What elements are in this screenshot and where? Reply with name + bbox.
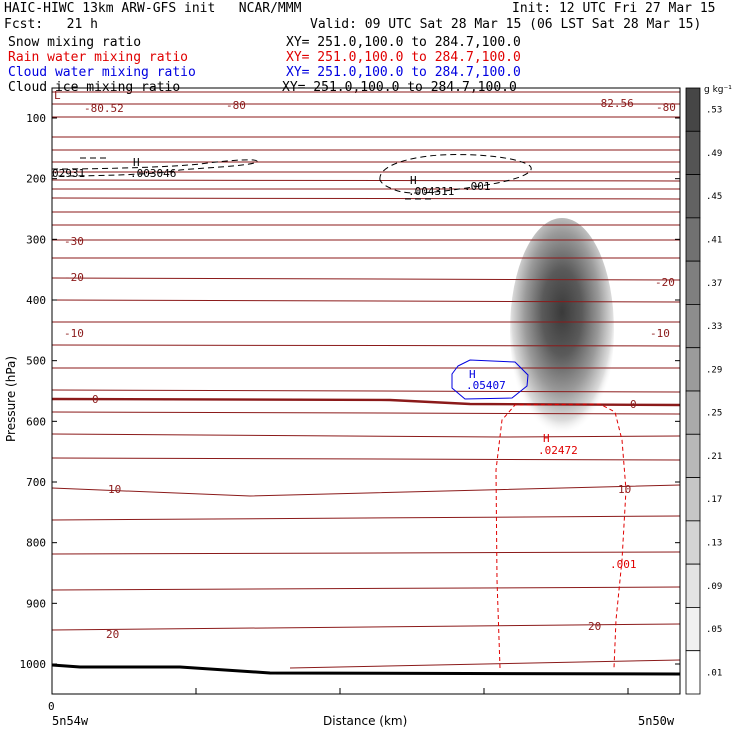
y-tick-label: 200	[26, 173, 46, 186]
field-xy-snow: XY= 251.0,100.0 to 284.7,100.0	[286, 35, 521, 50]
colorbar-swatch	[685, 607, 701, 652]
extremum-mark: H	[133, 156, 140, 169]
plot-frame	[51, 87, 681, 695]
extremum-value: .003046	[130, 167, 176, 180]
colorbar-swatch	[685, 390, 701, 435]
x-axis-title: Distance (km)	[323, 714, 407, 728]
field-label-cloud-water: Cloud water mixing ratio	[8, 65, 196, 80]
colorbar-label: .49	[706, 149, 722, 159]
forecast-hour: Fcst: 21 h	[4, 17, 98, 32]
extremum-mark: H	[410, 174, 417, 187]
contour-labels: -80.52 -80 -82.56 -80 -30 -20 -20 -10 -1…	[64, 97, 676, 641]
colorbar-label: .41	[706, 236, 722, 246]
y-tick-label: 800	[26, 537, 46, 550]
y-tick-label: 500	[26, 355, 46, 368]
extremum-value: 02931	[52, 167, 85, 180]
colorbar-swatch	[685, 433, 701, 478]
y-tick-label: 100	[26, 112, 46, 125]
extremum-value: .004311	[408, 185, 454, 198]
contour-label: -82.56	[594, 97, 634, 110]
extremum-mark: H	[469, 368, 476, 381]
terrain-line	[51, 663, 681, 676]
x-tick-label: 0	[48, 700, 55, 713]
colorbar-label: .21	[706, 452, 722, 462]
colorbar-swatch	[685, 477, 701, 522]
contour-label: 20	[106, 628, 119, 641]
valid-time: Valid: 09 UTC Sat 28 Mar 15 (06 LST Sat …	[310, 17, 702, 32]
low-mark: L	[54, 89, 61, 102]
y-tick-label: 300	[26, 233, 46, 246]
colorbar-swatch	[685, 260, 701, 305]
colorbar-label: .17	[706, 495, 722, 505]
y-tick-label: 600	[26, 415, 46, 428]
x-right-location: 5n50w	[638, 714, 675, 728]
y-tick-label: 700	[26, 476, 46, 489]
extremum-value: .001	[464, 180, 491, 193]
colorbar-unit: g kg⁻¹	[704, 85, 732, 95]
contour-label: 20	[588, 620, 601, 633]
x-axis-ticks	[51, 688, 629, 694]
colorbar-swatch	[685, 87, 701, 132]
temperature-contours	[51, 91, 681, 669]
field-label-snow: Snow mixing ratio	[8, 35, 142, 50]
colorbar-swatch	[685, 563, 701, 608]
cloud-ice-contours	[51, 154, 532, 200]
colorbar-swatch	[685, 347, 701, 392]
colorbar-label: .53	[706, 106, 722, 116]
contour-label: 0	[630, 398, 637, 411]
colorbar-label: .13	[706, 539, 722, 549]
contour-label: -20	[655, 276, 675, 289]
cloud-water-contour	[451, 359, 529, 400]
contour-label: -80	[226, 99, 246, 112]
contour-label: 10	[108, 483, 121, 496]
contour-label: 10	[618, 483, 631, 496]
y-axis-title: Pressure (hPa)	[4, 356, 18, 442]
colorbar-swatch	[685, 174, 701, 219]
field-xy-cloud-water: XY= 251.0,100.0 to 284.7,100.0	[286, 65, 521, 80]
colorbar-label: .37	[706, 279, 722, 289]
colorbar-label: .01	[706, 668, 722, 678]
contour-label: -80.52	[84, 102, 124, 115]
colorbar-swatch	[685, 130, 701, 175]
contour-label: -30	[64, 235, 84, 248]
extremum-mark: H	[543, 432, 550, 445]
contour-label: -20	[64, 271, 84, 284]
contour-label: -80	[656, 101, 676, 114]
colorbar-label: .29	[706, 365, 722, 375]
colorbar-swatch	[685, 217, 701, 262]
init-time: Init: 12 UTC Fri 27 Mar 15	[512, 1, 716, 16]
colorbar-label: .09	[706, 582, 722, 592]
x-left-location: 5n54w	[52, 714, 89, 728]
colorbar: .53 .49 .45 .41 .37 .33 .29 .25 .21 .17 .13 .09 .05.…	[685, 87, 722, 695]
freezing-level-contour	[51, 397, 681, 407]
field-xy-rain: XY= 251.0,100.0 to 284.7,100.0	[286, 50, 521, 65]
extremum-value: .02472	[538, 444, 578, 457]
colorbar-label: .05	[706, 625, 722, 635]
contour-label: -10	[64, 327, 84, 340]
y-tick-label: 900	[26, 597, 46, 610]
contour-label: 0	[92, 393, 99, 406]
colorbar-swatch	[685, 650, 701, 695]
extremum-value: .001	[610, 558, 637, 571]
colorbar-label: .33	[706, 322, 722, 332]
field-label-rain: Rain water mixing ratio	[8, 50, 189, 65]
extremum-value: .05407	[466, 379, 506, 392]
colorbar-swatch	[685, 304, 701, 349]
model-title: HAIC-HIWC 13km ARW-GFS init NCAR/MMM	[4, 1, 302, 16]
snow-max-shading	[510, 218, 614, 442]
colorbar-swatch	[685, 520, 701, 565]
contour-label: -10	[650, 327, 670, 340]
y-tick-label: 1000	[20, 658, 47, 671]
colorbar-label: .45	[706, 192, 722, 202]
colorbar-label: .25	[706, 409, 722, 419]
extrema-labels: H .003046 02931 H .004311 .001 H .05407 …	[52, 89, 637, 571]
y-tick-label: 400	[26, 294, 46, 307]
